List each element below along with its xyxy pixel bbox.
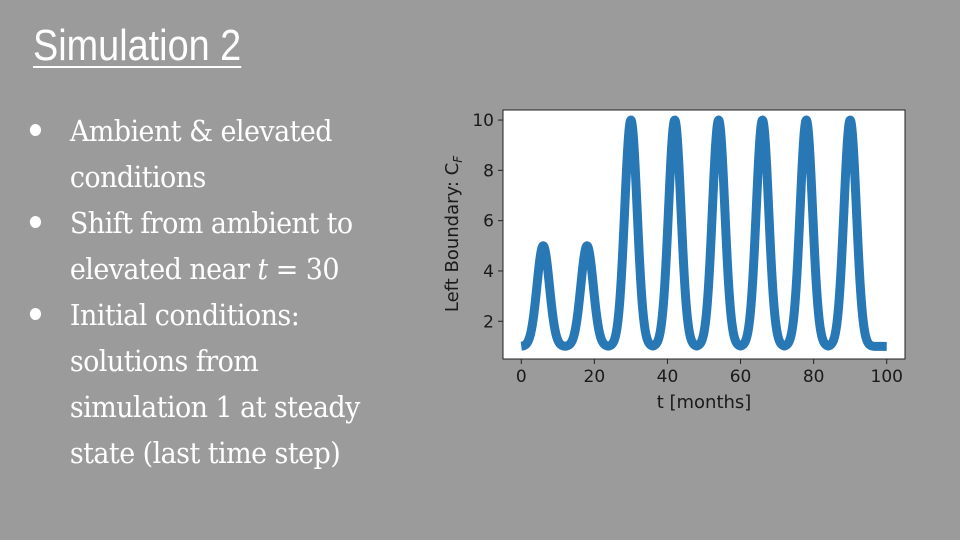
bullet-item: Ambient & elevated conditions (28, 108, 372, 200)
x-tick-label: 60 (730, 367, 752, 387)
series-layer (517, 115, 891, 351)
bullet-variable: t (257, 252, 268, 286)
bullet-item: Initial conditions: solutions from simul… (28, 292, 372, 476)
slide-title: Simulation 2 (33, 21, 242, 70)
y-tick-label: 6 (483, 212, 494, 232)
chart-svg: 0 20 40 60 80 100 2 4 6 8 10 t [months] Left Boun… (442, 109, 906, 413)
bullet-text: = 30 (267, 252, 340, 286)
bullet-text: Initial conditions: solutions from simul… (69, 298, 360, 470)
y-axis-label: Left Boundary: CF (442, 155, 465, 312)
bullet-item: Shift from ambient to elevated near t = … (28, 200, 372, 292)
y-tick-label: 4 (483, 262, 494, 282)
x-tick-label: 20 (584, 367, 606, 387)
y-axis-label-text: Left Boundary: C (442, 163, 463, 312)
x-axis: 0 20 40 60 80 100 (516, 359, 903, 387)
bullet-dot-icon (29, 124, 42, 136)
bullet-text: Shift from ambient to elevated near (69, 206, 353, 286)
x-tick-label: 100 (871, 367, 903, 387)
bullet-dot-icon (29, 216, 42, 228)
y-tick-label: 8 (483, 161, 494, 181)
series-line (517, 115, 891, 351)
bullet-list: Ambient & elevated conditions Shift from… (28, 108, 398, 476)
y-tick-label: 2 (483, 312, 494, 332)
x-tick-label: 40 (657, 367, 679, 387)
y-tick-label: 10 (472, 111, 494, 131)
bullet-text: Ambient & elevated conditions (69, 114, 333, 194)
x-axis-label: t [months] (657, 392, 752, 413)
y-axis-label-subscript: F (451, 155, 465, 163)
x-tick-label: 80 (803, 367, 825, 387)
chart: 0 20 40 60 80 100 2 4 6 8 10 t [months] Left Boun… (436, 100, 916, 420)
y-axis: 2 4 6 8 10 (472, 111, 503, 332)
bullet-dot-icon (29, 308, 42, 320)
x-tick-label: 0 (516, 367, 527, 387)
